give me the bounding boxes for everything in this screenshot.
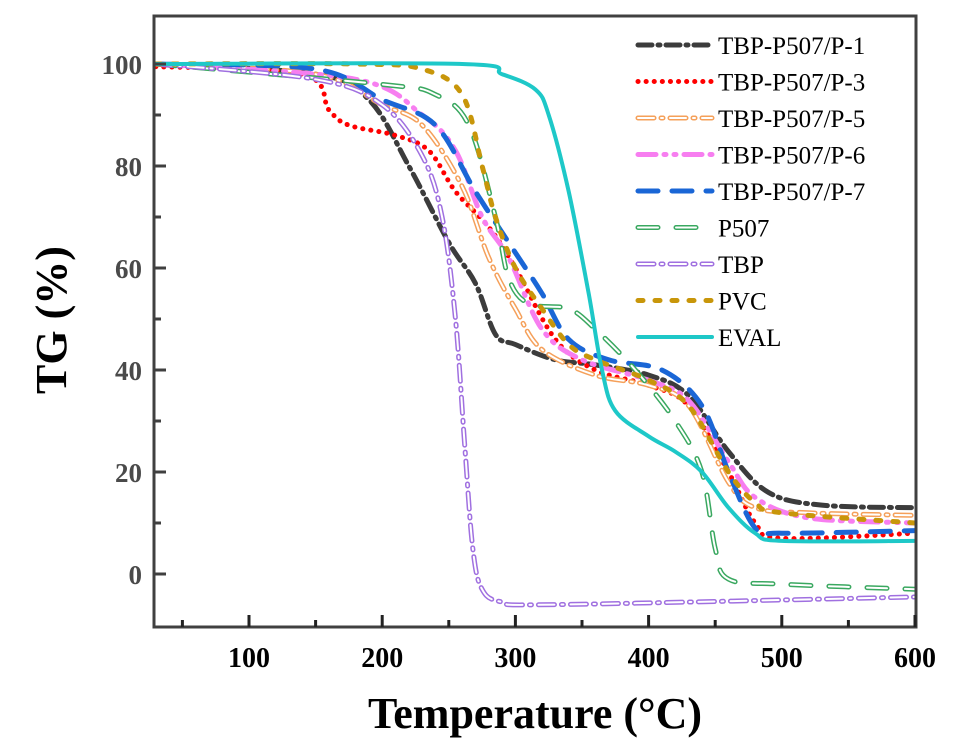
legend-item-tbp-p507-p-6: TBP-P507/P-6 — [635, 143, 865, 170]
series-group — [154, 61, 916, 608]
y-tick-label: 0 — [129, 560, 143, 590]
series-tbp-p507-p-3 — [154, 64, 916, 542]
y-tick-label: 60 — [115, 254, 142, 284]
x-tick-label: 300 — [494, 643, 536, 674]
y-tick-label: 40 — [115, 356, 142, 386]
y-tick-label: 80 — [115, 152, 142, 182]
series-tbp-p507-p-3-stroke — [154, 64, 916, 542]
x-tick-label: 500 — [761, 643, 803, 674]
series-tbp-p507-p-7-stroke — [154, 61, 916, 537]
series-tbp-p507-p-6 — [154, 61, 916, 526]
x-axis-title: Temperature (°C) — [368, 689, 702, 738]
y-tick-label: 20 — [115, 458, 142, 488]
x-tick-label: 100 — [228, 643, 270, 674]
series-p507 — [154, 61, 916, 592]
legend-label: TBP-P507/P-5 — [718, 106, 865, 133]
series-tbp-p507-p-6-stroke — [154, 61, 916, 526]
legend-label: TBP-P507/P-1 — [718, 33, 865, 60]
legend-label: TBP-P507/P-6 — [718, 143, 865, 170]
legend-item-tbp-p507-p-3: TBP-P507/P-3 — [635, 70, 865, 97]
series-tbp-hollow — [154, 63, 916, 606]
series-pvc — [154, 61, 916, 526]
legend-label: PVC — [718, 289, 767, 316]
ticks-layer: 100 200 300 400 500 600 0 20 40 60 80 100 — [102, 50, 937, 674]
series-layer — [154, 61, 916, 608]
series-eval-stroke — [154, 61, 916, 544]
series-tbp — [154, 61, 916, 608]
legend-label: TBP — [718, 252, 764, 279]
legend-item-tbp: TBP — [635, 252, 764, 279]
legend-item-tbp-p507-p-1: TBP-P507/P-1 — [635, 33, 865, 60]
y-tick-label: 100 — [102, 50, 143, 80]
series-p507-hollow — [154, 63, 916, 591]
y-axis-title: TG (%) — [27, 246, 76, 394]
legend-label: EVAL — [718, 325, 781, 352]
legend-label: P507 — [718, 216, 769, 243]
series-tbp-p507-p-7 — [154, 61, 916, 537]
legend-label: TBP-P507/P-7 — [718, 179, 865, 206]
legend-item-eval: EVAL — [636, 325, 781, 352]
x-tick-label: 400 — [628, 643, 670, 674]
series-tbp-p507-p-1 — [154, 61, 916, 511]
plot-frame — [152, 14, 918, 629]
x-tick-label: 200 — [361, 643, 403, 674]
series-eval — [154, 61, 916, 544]
series-pvc-stroke — [154, 61, 916, 526]
series-tbp-p507-p-1-stroke — [154, 61, 916, 511]
legend-item-pvc: PVC — [635, 289, 767, 316]
legend-item-tbp-p507-p-5: TBP-P507/P-5 — [635, 106, 865, 133]
legend-item-p507: P507 — [635, 216, 769, 243]
legend: TBP-P507/P-1 TBP-P507/P-3 TBP-P507/P-5 TBP-… — [635, 33, 865, 352]
legend-label: TBP-P507/P-3 — [718, 70, 865, 97]
x-tick-label: 600 — [894, 643, 936, 674]
legend-item-tbp-p507-p-7: TBP-P507/P-7 — [635, 179, 865, 206]
